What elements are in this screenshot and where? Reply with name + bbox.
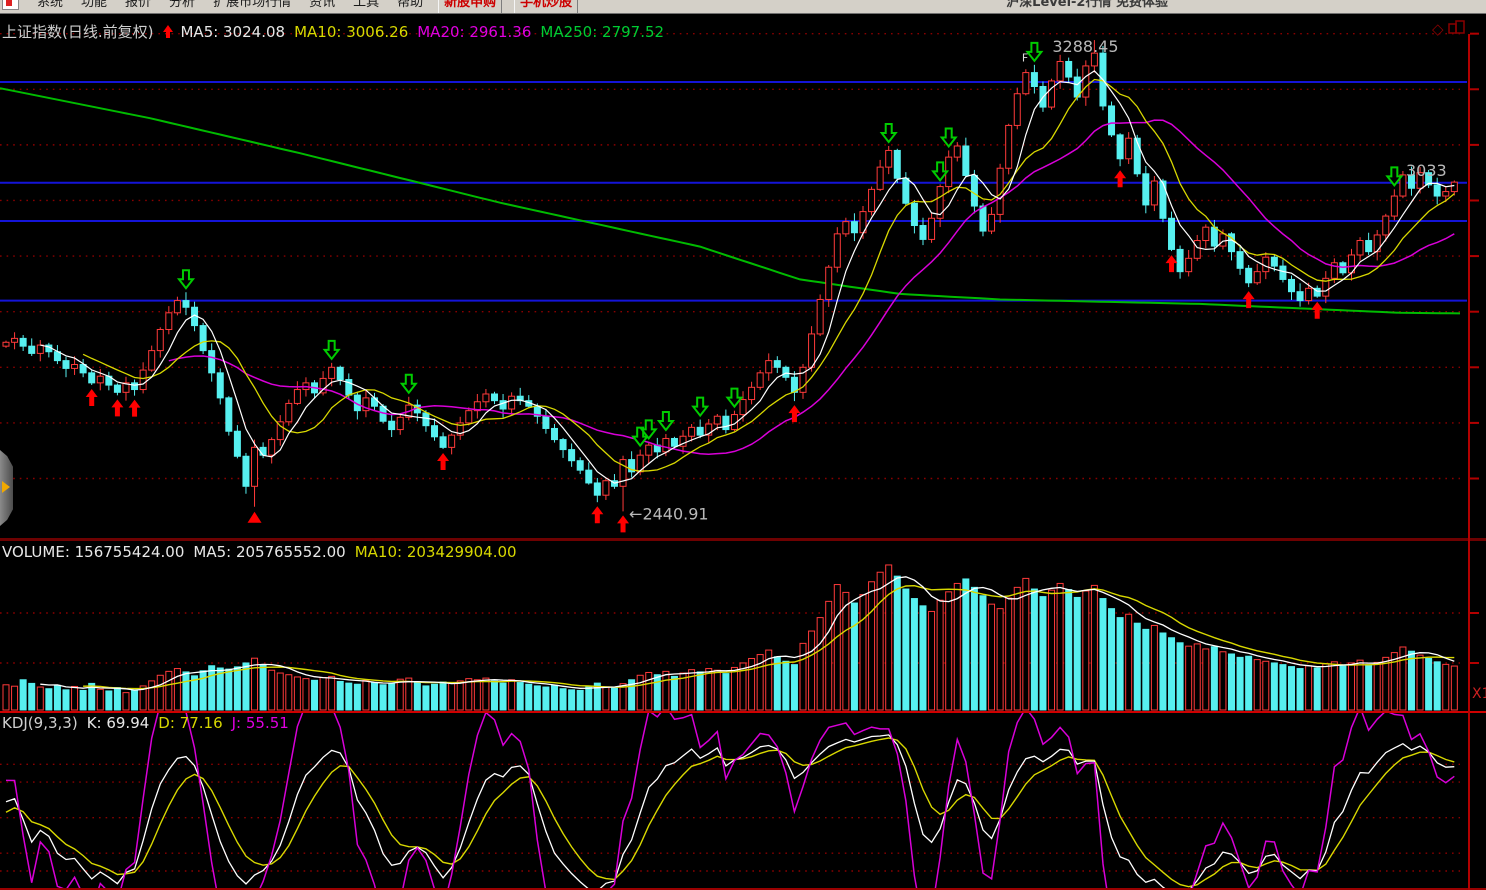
buy-signal-arrow (788, 405, 801, 423)
buy-signal-arrow (1311, 301, 1324, 319)
app-icon[interactable] (2, 0, 19, 10)
menu-item-5[interactable]: 扩展市场行情 (213, 0, 292, 10)
menu-item-7[interactable]: 工具 (353, 0, 380, 10)
bottom-border (0, 888, 1486, 890)
menu-item-3[interactable]: 报价 (125, 0, 152, 10)
buy-signal-arrow (128, 399, 141, 417)
menu-right-text[interactable]: 沪深Level-2行情 免费体验 (1006, 0, 1168, 10)
app-logo-mark (6, 0, 12, 6)
buy-signal-arrow (1242, 291, 1255, 309)
buy-signal-arrow (591, 506, 604, 524)
sell-signal-arrow (639, 419, 658, 440)
volume-kdj-divider[interactable] (0, 711, 1486, 713)
main-price-chart[interactable]: F 3288.45 ←2440.91 3033 (0, 0, 1486, 541)
promo-button-2[interactable]: 手机炒股 (514, 0, 579, 13)
sell-signal-arrow (399, 373, 418, 395)
sell-signal-arrow (931, 161, 950, 182)
sell-signal-arrow (939, 127, 958, 149)
last-price-annotation: 3033 (1406, 161, 1447, 180)
buy-signal-arrow (1114, 170, 1127, 188)
buy-signal-arrow (617, 515, 630, 533)
high-price-annotation: 3288.45 (1052, 37, 1118, 56)
sell-signal-arrow (1025, 41, 1044, 63)
buy-signal-arrow (111, 399, 124, 417)
menu-item-6[interactable]: 资讯 (309, 0, 336, 10)
low-price-annotation: ←2440.91 (629, 504, 709, 523)
diamond-icon[interactable]: ◇ (1432, 20, 1444, 38)
window-controls: ◇ (1432, 20, 1465, 38)
menu-bar: 系统 功能 报价 分析 扩展市场行情 资讯 工具 帮助 新股申购 手机炒股 沪深Level-2行情 … (0, 0, 1486, 14)
buy-signal-arrow (1165, 255, 1178, 273)
menu-item-4[interactable]: 分析 (169, 0, 196, 10)
kdj-chart[interactable] (0, 713, 1486, 890)
zoom-level-label[interactable]: X1 (1472, 686, 1486, 702)
sell-signal-arrow (691, 396, 710, 418)
menu-item-2[interactable]: 功能 (81, 0, 108, 10)
capitulation-marker (247, 511, 262, 523)
sell-signal-arrow (322, 339, 341, 361)
volume-chart[interactable] (0, 541, 1486, 711)
sidebar-expand-handle[interactable] (0, 450, 13, 526)
right-axis-border (1468, 34, 1470, 890)
main-volume-divider[interactable] (0, 538, 1486, 541)
sell-signal-arrow (176, 269, 196, 290)
sell-signal-arrow (1385, 166, 1404, 187)
menu-item-8[interactable]: 帮助 (397, 0, 424, 10)
expand-arrow-icon (2, 481, 10, 493)
sell-signal-arrow (879, 122, 898, 144)
f-flag-marker: F (1022, 51, 1028, 64)
sell-signal-arrow (725, 387, 744, 409)
buy-signal-arrow (85, 388, 98, 406)
buy-signal-arrow (437, 453, 450, 471)
menu-item-1[interactable]: 系统 (37, 0, 64, 10)
promo-button-1[interactable]: 新股申购 (438, 0, 503, 13)
sell-signal-arrow (656, 411, 675, 432)
split-window-icon[interactable] (1447, 20, 1465, 34)
